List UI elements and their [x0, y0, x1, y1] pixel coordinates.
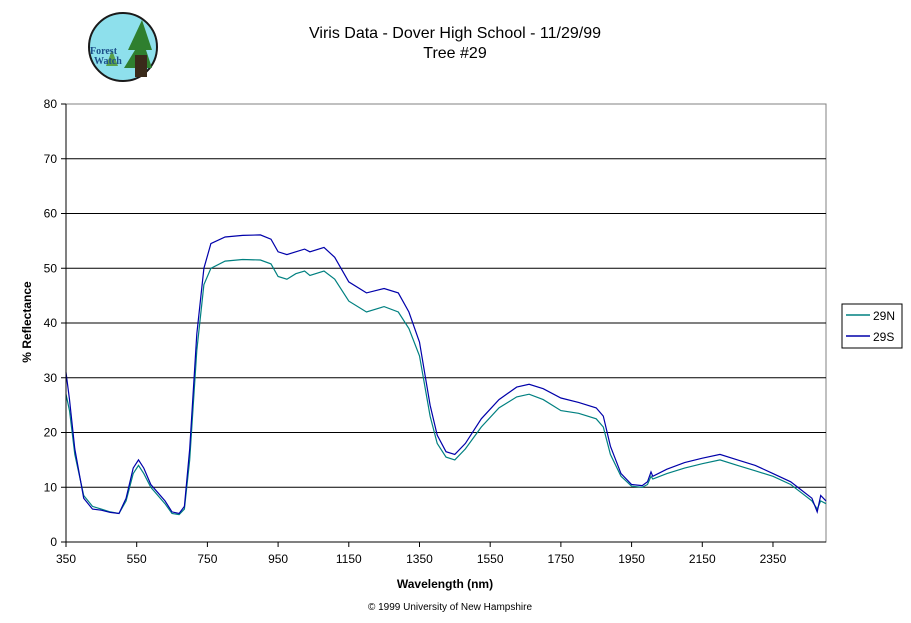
y-tick-label: 0 — [50, 535, 57, 549]
logo-text-line1: Forest — [90, 46, 118, 57]
y-tick-label: 70 — [44, 152, 58, 166]
copyright-footer: © 1999 University of New Hampshire — [368, 602, 533, 613]
legend: 29N 29S — [841, 303, 903, 349]
chart-subtitle: Tree #29 — [423, 45, 487, 62]
x-tick-label: 1750 — [548, 552, 575, 566]
series-line-29N — [65, 258, 827, 516]
series-lines — [65, 234, 827, 516]
y-tick-label: 20 — [44, 426, 58, 440]
y-tick-label: 60 — [44, 207, 58, 221]
legend-label-29N: 29N — [873, 309, 895, 323]
y-tick-label: 50 — [44, 261, 58, 275]
x-tick-label: 2150 — [689, 552, 716, 566]
x-tick-label: 350 — [56, 552, 76, 566]
x-tick-labels: 350 550 750 950 1150 1350 1550 1750 1950 2150 2350 — [56, 542, 787, 566]
x-tick-label: 1350 — [406, 552, 433, 566]
gridlines — [66, 158, 826, 488]
x-tick-label: 1950 — [618, 552, 645, 566]
y-tick-label: 30 — [44, 371, 58, 385]
y-axis-label: % Reflectance — [20, 281, 34, 363]
series-line-29S — [65, 234, 827, 515]
x-tick-label: 2350 — [760, 552, 787, 566]
y-tick-label: 10 — [44, 480, 58, 494]
y-tick-label: 40 — [44, 316, 58, 330]
legend-box — [841, 303, 903, 349]
x-tick-label: 1550 — [477, 552, 504, 566]
chart-title: Viris Data - Dover High School - 11/29/9… — [309, 25, 601, 42]
y-tick-labels: 0 10 20 30 40 50 60 70 80 — [44, 97, 66, 549]
x-tick-label: 550 — [127, 552, 147, 566]
forest-watch-logo: Forest Watch — [88, 12, 158, 82]
logo-text-line2: Watch — [94, 56, 122, 67]
x-tick-label: 1150 — [336, 552, 362, 566]
x-tick-label: 950 — [268, 552, 288, 566]
x-tick-label: 750 — [197, 552, 217, 566]
y-tick-label: 80 — [44, 97, 58, 111]
legend-label-29S: 29S — [873, 330, 894, 344]
x-axis-label: Wavelength (nm) — [397, 577, 493, 591]
